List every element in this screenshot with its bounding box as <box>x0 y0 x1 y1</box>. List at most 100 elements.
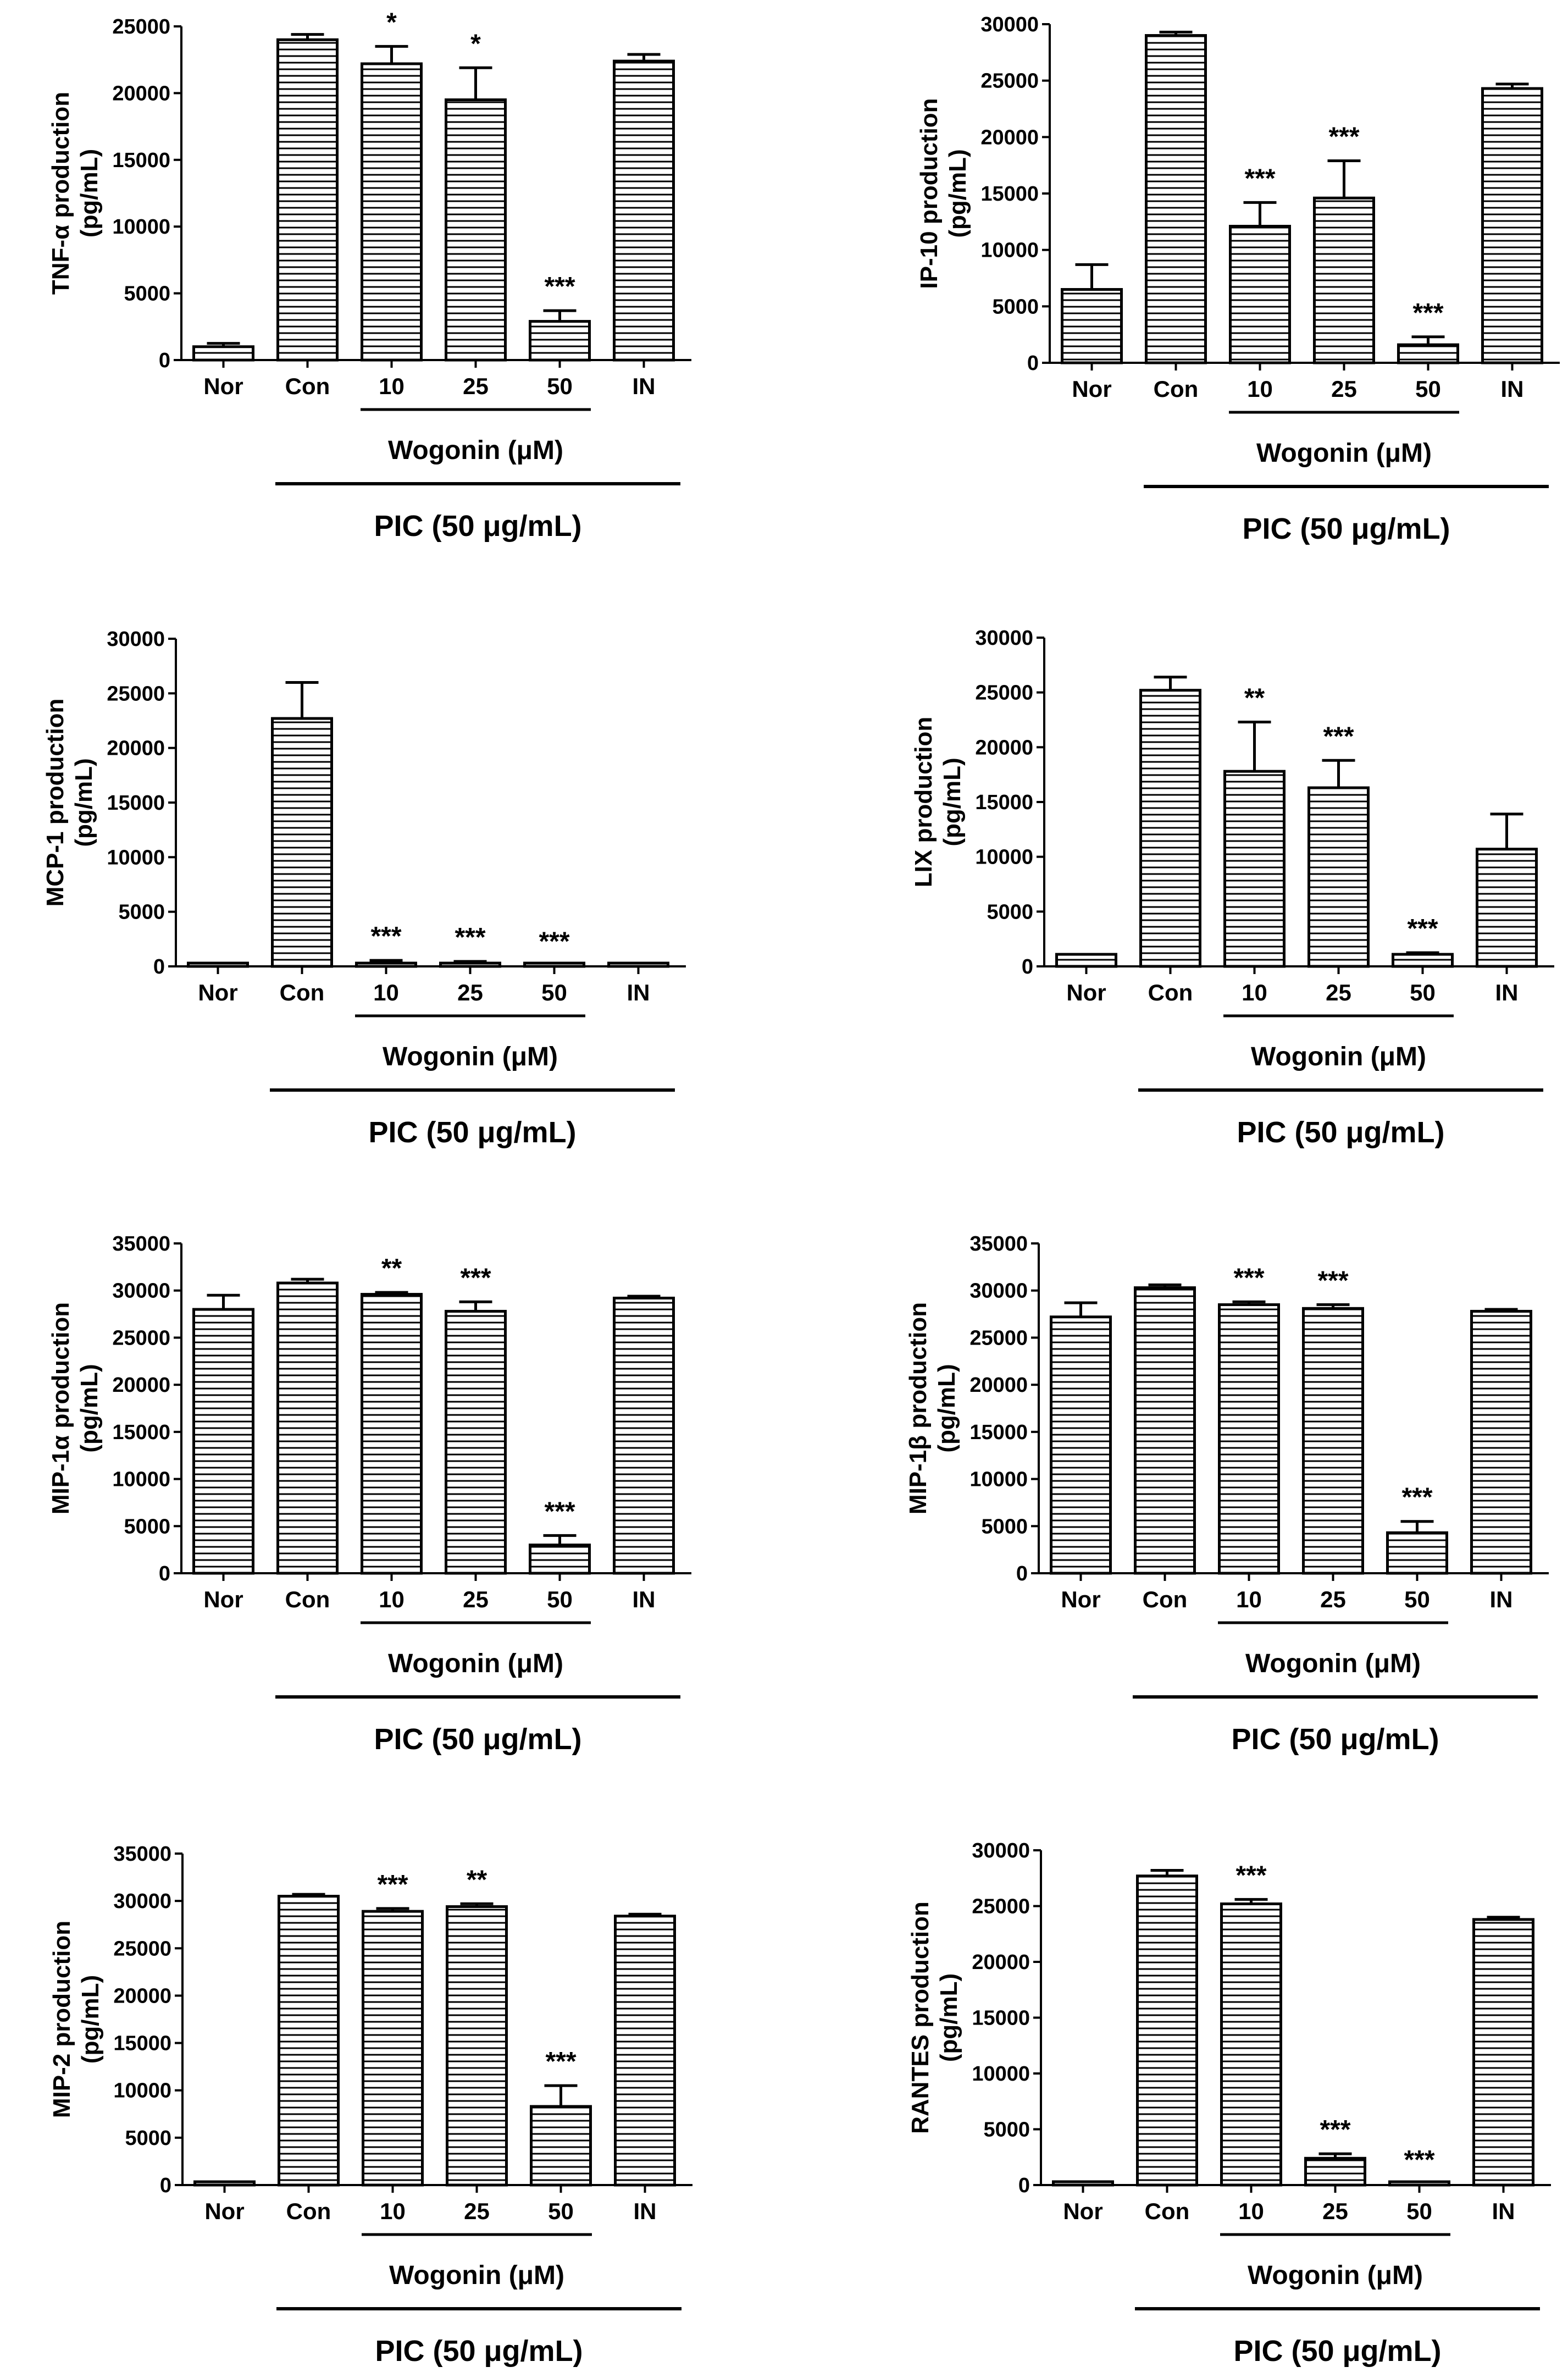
bar-Con <box>1134 1286 1196 1575</box>
significance-label: *** <box>544 272 575 301</box>
y-tick-label: 5000 <box>983 2119 1030 2142</box>
category-label: IN <box>1492 2198 1515 2224</box>
wogonin-label: Wogonin (μM) <box>1248 2261 1423 2290</box>
y-tick-label: 15000 <box>112 1421 170 1444</box>
y-tick-label: 5000 <box>118 901 165 924</box>
y-tick-label: 0 <box>1018 2174 1030 2197</box>
category-label: 50 <box>547 1586 573 1612</box>
y-tick-label: 0 <box>159 349 170 372</box>
y-tick-label: 25000 <box>107 682 165 705</box>
category-label: IN <box>633 373 656 399</box>
y-tick-label: 20000 <box>972 1951 1030 1974</box>
y-tick-label: 0 <box>153 955 165 978</box>
bar-50 <box>529 320 591 362</box>
pic-label: PIC (50 μg/mL) <box>1231 1723 1439 1756</box>
y-tick-label: 5000 <box>987 900 1033 923</box>
bar-Con <box>1139 689 1201 968</box>
category-label: 10 <box>379 1586 405 1612</box>
pic-label: PIC (50 μg/mL) <box>1237 1116 1444 1149</box>
bar-Con <box>1136 1874 1198 2187</box>
significance-label: *** <box>1404 2145 1434 2175</box>
pic-label: PIC (50 μg/mL) <box>374 510 581 543</box>
pic-label: PIC (50 μg/mL) <box>1233 2335 1441 2368</box>
category-label: 25 <box>463 1586 489 1612</box>
chart-panel-1: 0 5000 10000 15000 20000 25000 TNF-α productio… <box>47 8 691 543</box>
category-label: 50 <box>1404 1586 1430 1612</box>
category-label: 10 <box>379 373 405 399</box>
y-axis-label-line1: TNF-α production <box>47 92 74 295</box>
category-label: 25 <box>463 373 489 399</box>
bar-10 <box>1218 1303 1280 1575</box>
y-tick-label: 15000 <box>112 149 170 172</box>
wogonin-label: Wogonin (μM) <box>1245 1649 1421 1678</box>
y-tick-label: 0 <box>160 2174 171 2197</box>
y-axis-label: MIP-2 production (pg/mL) <box>48 1921 104 2118</box>
category-label: 10 <box>1247 376 1273 402</box>
y-tick-label: 25000 <box>975 682 1033 705</box>
category-label: Nor <box>198 980 237 1005</box>
category-label: Con <box>285 373 330 399</box>
category-label: 50 <box>1410 980 1436 1005</box>
significance-label: *** <box>1320 2115 1350 2144</box>
y-tick-label: 0 <box>159 1562 170 1585</box>
bar-50 <box>529 1544 591 1575</box>
y-axis-label-line1: MIP-1α production <box>47 1302 74 1514</box>
wogonin-label: Wogonin (μM) <box>389 2261 564 2290</box>
significance-label: *** <box>1412 298 1443 328</box>
category-label: Nor <box>204 2198 244 2224</box>
bar-10 <box>1223 770 1286 968</box>
bar-25 <box>1302 1307 1364 1575</box>
category-label: 50 <box>1406 2198 1432 2224</box>
category-label: IN <box>627 980 650 1005</box>
y-tick-label: 10000 <box>975 846 1033 869</box>
y-tick-label: 10000 <box>113 2080 171 2103</box>
category-label: 25 <box>1331 376 1357 402</box>
significance-label: ** <box>1244 683 1265 712</box>
y-tick-label: 25000 <box>980 70 1039 93</box>
y-tick-label: 25000 <box>969 1326 1028 1350</box>
significance-label: *** <box>545 2047 576 2076</box>
chart-panel-7: 0 5000 10000 15000 20000 25000 30000 35000 MIP-2… <box>48 1843 692 2368</box>
y-tick-label: 15000 <box>980 183 1039 206</box>
bar-50 <box>530 2105 592 2187</box>
y-tick-label: 35000 <box>113 1843 171 1866</box>
category-label: Con <box>1148 980 1193 1005</box>
y-tick-label: 10000 <box>107 846 165 869</box>
significance-label: *** <box>1244 164 1275 193</box>
significance-label: *** <box>1328 122 1359 151</box>
y-axis-label-line1: MIP-2 production <box>48 1921 75 2118</box>
y-tick-label: 15000 <box>113 2032 171 2055</box>
y-tick-label: 20000 <box>969 1374 1028 1397</box>
significance-label: ** <box>381 1254 402 1283</box>
bar-10 <box>355 961 417 968</box>
category-label: 25 <box>1326 980 1351 1005</box>
y-tick-label: 20000 <box>975 736 1033 759</box>
y-tick-label: 20000 <box>107 737 165 760</box>
bar-IN <box>614 1915 676 2187</box>
y-tick-label: 30000 <box>112 1280 170 1303</box>
category-label: 50 <box>541 980 567 1005</box>
bar-25 <box>446 1905 508 2187</box>
y-axis-label-line2: (pg/mL) <box>939 757 966 846</box>
bar-50 <box>1386 1531 1448 1575</box>
category-label: IN <box>633 1586 656 1612</box>
significance-label: *** <box>1317 1266 1348 1295</box>
bar-25 <box>445 98 507 362</box>
y-tick-label: 5000 <box>992 295 1039 318</box>
y-axis-label-line2: (pg/mL) <box>76 1364 103 1452</box>
y-axis-label-line2: (pg/mL) <box>935 1973 962 2062</box>
category-label: IN <box>1501 376 1524 402</box>
significance-label: *** <box>370 922 401 951</box>
bar-50 <box>523 961 585 968</box>
bar-IN <box>607 961 669 968</box>
significance-label: *** <box>1407 914 1438 943</box>
y-tick-label: 0 <box>1016 1562 1028 1585</box>
y-axis-label: TNF-α production (pg/mL) <box>47 92 103 295</box>
significance-label: * <box>386 8 397 37</box>
bar-25 <box>1304 2156 1366 2187</box>
bar-Nor <box>1052 2180 1114 2187</box>
y-tick-label: 25000 <box>972 1895 1030 1918</box>
chart-panel-8: 0 5000 10000 15000 20000 25000 30000 RANTES pro… <box>907 1839 1551 2368</box>
chart-panel-3: 0 5000 10000 15000 20000 25000 30000 MCP-1 prod… <box>42 628 686 1149</box>
bar-Con <box>1145 34 1207 364</box>
